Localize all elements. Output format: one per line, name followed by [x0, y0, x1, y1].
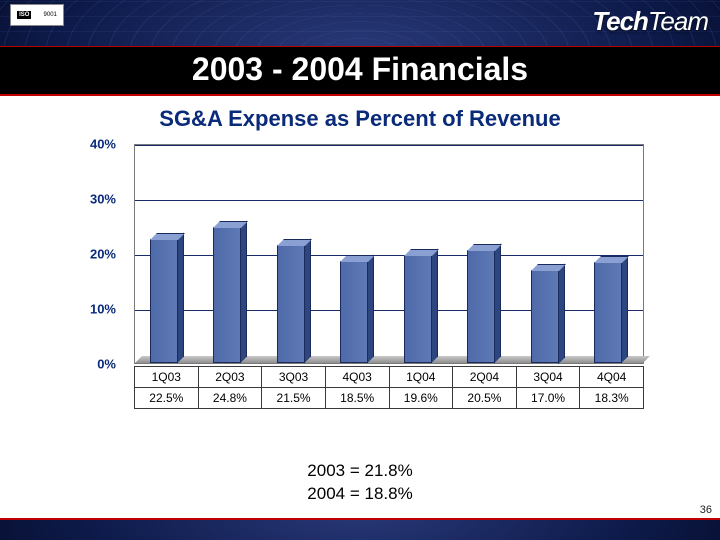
y-tick-label: 0%	[97, 357, 116, 372]
summary-block: 2003 = 21.8% 2004 = 18.8%	[0, 460, 720, 506]
footer-banner	[0, 518, 720, 540]
iso-badge: ISO 9001	[10, 4, 64, 26]
bar	[404, 255, 438, 363]
data-table: 1Q032Q033Q034Q031Q042Q043Q044Q04 22.5%24…	[134, 366, 644, 409]
table-value-cell: 21.5%	[262, 388, 326, 409]
page-title: 2003 - 2004 Financials	[0, 51, 720, 88]
table-category-cell: 4Q03	[325, 367, 389, 388]
table-value-cell: 19.6%	[389, 388, 453, 409]
table-value-cell: 24.8%	[198, 388, 262, 409]
table-category-cell: 2Q03	[198, 367, 262, 388]
iso-badge-text-2: 9001	[44, 12, 57, 18]
bars-group	[135, 145, 643, 363]
logo-text-bold: Tech	[592, 6, 648, 36]
bar	[150, 239, 184, 363]
bar	[213, 227, 247, 363]
table-value-cell: 18.5%	[325, 388, 389, 409]
table-category-cell: 3Q03	[262, 367, 326, 388]
bar	[467, 250, 501, 363]
summary-line-1: 2003 = 21.8%	[0, 460, 720, 483]
table-value-cell: 20.5%	[453, 388, 517, 409]
y-tick-label: 20%	[90, 247, 116, 262]
bar	[531, 270, 565, 364]
bar	[340, 261, 374, 363]
table-category-cell: 1Q03	[135, 367, 199, 388]
chart-container: 0%10%20%30%40% 1Q032Q033Q034Q031Q042Q043…	[70, 144, 650, 404]
y-tick-label: 40%	[90, 137, 116, 152]
iso-badge-text-1: ISO	[17, 11, 31, 19]
bar	[277, 245, 311, 363]
y-tick-label: 10%	[90, 302, 116, 317]
page-number: 36	[700, 504, 712, 516]
chart-plot-area	[134, 144, 644, 364]
title-bar: 2003 - 2004 Financials	[0, 46, 720, 96]
header-banner: ISO 9001 TechTeam	[0, 0, 720, 46]
summary-line-2: 2004 = 18.8%	[0, 483, 720, 506]
table-value-cell: 22.5%	[135, 388, 199, 409]
chart-subtitle: SG&A Expense as Percent of Revenue	[0, 106, 720, 132]
company-logo: TechTeam	[592, 6, 708, 37]
y-tick-label: 30%	[90, 192, 116, 207]
table-value-cell: 18.3%	[580, 388, 644, 409]
table-category-cell: 3Q04	[516, 367, 580, 388]
table-category-cell: 1Q04	[389, 367, 453, 388]
table-category-cell: 4Q04	[580, 367, 644, 388]
logo-text-rest: Team	[648, 6, 708, 36]
y-axis: 0%10%20%30%40%	[70, 144, 122, 364]
table-value-cell: 17.0%	[516, 388, 580, 409]
bar	[594, 262, 628, 363]
table-category-cell: 2Q04	[453, 367, 517, 388]
